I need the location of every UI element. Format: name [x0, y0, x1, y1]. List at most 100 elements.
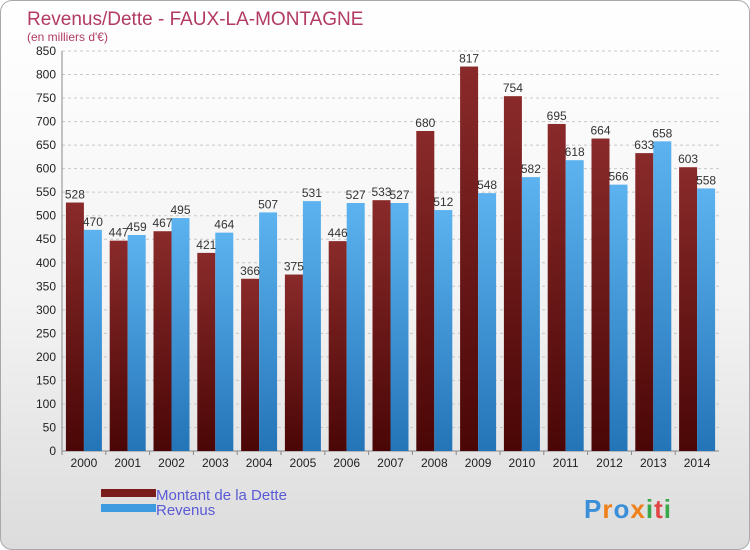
- data-label: 533: [371, 185, 391, 199]
- legend-swatch-debt: [101, 489, 156, 497]
- x-tick-label: 2009: [465, 456, 492, 470]
- data-label: 817: [459, 52, 479, 66]
- y-tick-label: 250: [36, 326, 56, 340]
- bar-dette: [503, 96, 522, 452]
- y-tick-label: 850: [36, 44, 56, 58]
- y-tick-label: 450: [36, 232, 56, 246]
- x-tick-label: 2003: [202, 456, 229, 470]
- chart-title: Revenus/Dette - FAUX-LA-MONTAGNE: [27, 9, 363, 30]
- bar-dette: [372, 200, 391, 451]
- bar-dette: [591, 138, 610, 451]
- bar-revenus: [609, 184, 628, 451]
- bar-dette: [284, 274, 303, 451]
- x-tick-label: 2004: [246, 456, 273, 470]
- data-label: 658: [652, 126, 672, 140]
- x-tick-label: 2014: [684, 456, 711, 470]
- y-tick-label: 750: [36, 91, 56, 105]
- bars: [65, 66, 716, 452]
- legend-label-debt: Montant de la Dette: [156, 487, 287, 504]
- bar-dette: [109, 240, 128, 451]
- data-label: 447: [109, 226, 129, 240]
- bar-revenus: [653, 141, 672, 451]
- data-label: 467: [152, 216, 172, 230]
- y-tick-label: 500: [36, 209, 56, 223]
- bar-dette: [328, 241, 347, 451]
- data-label: 512: [433, 195, 453, 209]
- bar-dette: [416, 131, 435, 451]
- data-label: 603: [678, 152, 698, 166]
- bar-revenus: [127, 235, 146, 451]
- bar-dette: [65, 202, 84, 451]
- data-label: 446: [328, 226, 348, 240]
- x-tick-label: 2000: [71, 456, 98, 470]
- bar-dette: [679, 167, 698, 451]
- legend: Montant de la Dette Revenus: [101, 487, 287, 519]
- y-axis-ticks: 0 50 100 150 200 250 300 350 400 450 500 550 600 650 7…: [36, 44, 56, 458]
- y-tick-label: 0: [49, 444, 56, 458]
- data-label: 366: [240, 264, 260, 278]
- data-label: 680: [415, 116, 435, 130]
- bar-revenus: [478, 193, 497, 451]
- bar-revenus: [346, 203, 365, 451]
- data-label: 528: [65, 188, 85, 202]
- bar-revenus: [83, 229, 102, 451]
- y-tick-label: 200: [36, 350, 56, 364]
- data-label: 618: [565, 145, 585, 159]
- bar-revenus: [302, 201, 321, 451]
- x-tick-label: 2002: [158, 456, 185, 470]
- data-label: 375: [284, 260, 304, 274]
- bar-dette: [153, 231, 172, 451]
- x-tick-label: 2012: [596, 456, 623, 470]
- data-label: 548: [477, 178, 497, 192]
- proxiti-logo: Proxiti: [584, 494, 672, 524]
- data-label: 421: [196, 238, 216, 252]
- data-label: 527: [389, 188, 409, 202]
- x-tick-label: 2010: [509, 456, 536, 470]
- data-label: 754: [503, 81, 523, 95]
- x-tick-label: 2008: [421, 456, 448, 470]
- data-label: 495: [170, 203, 190, 217]
- data-label: 531: [302, 186, 322, 200]
- bar-revenus: [565, 160, 584, 452]
- x-tick-label: 2011: [553, 456, 579, 470]
- data-label: 566: [608, 170, 628, 184]
- y-tick-label: 800: [36, 68, 56, 82]
- y-tick-label: 650: [36, 138, 56, 152]
- data-label: 470: [83, 215, 103, 229]
- bar-revenus: [434, 210, 453, 451]
- data-label: 464: [214, 218, 234, 232]
- legend-label-revenus: Revenus: [156, 502, 215, 519]
- bar-revenus: [259, 212, 278, 451]
- data-label: 582: [521, 162, 541, 176]
- data-label: 558: [696, 173, 716, 187]
- data-label: 664: [590, 124, 610, 138]
- bar-dette: [241, 278, 260, 451]
- y-tick-label: 300: [36, 303, 56, 317]
- x-tick-label: 2005: [290, 456, 317, 470]
- bar-dette: [460, 66, 479, 451]
- bar-dette: [197, 252, 216, 451]
- y-tick-label: 150: [36, 373, 56, 387]
- data-label: 527: [346, 188, 366, 202]
- y-tick-label: 400: [36, 256, 56, 270]
- x-axis-ticks: 2000 2001 2002 2003 2004 2005 2006 2007 2008 2009…: [61, 451, 711, 470]
- data-label: 459: [127, 220, 147, 234]
- bar-revenus: [215, 232, 234, 451]
- x-tick-label: 2013: [640, 456, 667, 470]
- y-tick-label: 50: [43, 420, 57, 434]
- y-tick-label: 550: [36, 185, 56, 199]
- chart-subtitle: (en milliers d'€): [27, 30, 108, 44]
- y-tick-label: 100: [36, 397, 56, 411]
- x-tick-label: 2001: [114, 456, 141, 470]
- data-label: 633: [634, 138, 654, 152]
- data-label: 507: [258, 197, 278, 211]
- y-tick-label: 600: [36, 162, 56, 176]
- legend-swatch-revenus: [101, 504, 156, 512]
- bar-dette: [635, 153, 654, 451]
- bar-revenus: [171, 218, 190, 451]
- x-tick-label: 2007: [377, 456, 404, 470]
- y-tick-label: 350: [36, 279, 56, 293]
